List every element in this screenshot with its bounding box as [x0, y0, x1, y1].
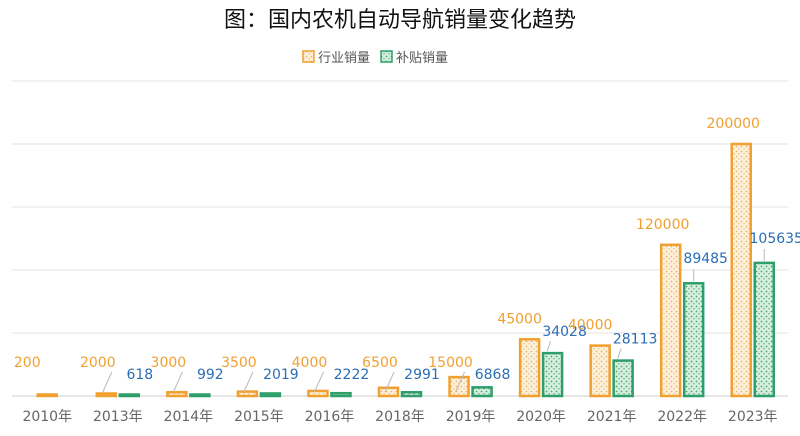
x-axis-ticks: 2010年 2013年 2014年 2015年 2016年 2018年 2019年 2020年…: [22, 409, 777, 425]
label-industry: 45000: [497, 311, 542, 327]
leader-line: [617, 348, 622, 359]
legend-item-industry[interactable]: 行业销量: [302, 50, 370, 66]
x-tick-label: 2021年: [587, 409, 637, 425]
label-subsidy: 2019: [263, 367, 299, 383]
legend-swatch-industry: [302, 50, 315, 63]
x-tick-label: 2015年: [234, 409, 284, 425]
chart-title: 图：国内农机自动导航销量变化趋势: [224, 8, 576, 33]
label-industry: 15000: [428, 355, 473, 371]
bar-industry: [95, 392, 118, 398]
label-industry: 120000: [636, 217, 689, 233]
label-subsidy: 28113: [613, 332, 658, 348]
label-industry: 6500: [362, 355, 398, 371]
label-subsidy: 34028: [542, 324, 587, 340]
label-industry: 2000: [80, 355, 116, 371]
leader-line: [102, 371, 113, 393]
x-tick-label: 2010年: [22, 409, 72, 425]
x-tick-label: 2019年: [446, 409, 496, 425]
x-tick-label: 2023年: [728, 409, 778, 425]
leader-line: [546, 340, 552, 352]
bar-subsidy: [753, 261, 775, 398]
gridlines: [12, 80, 788, 397]
label-subsidy: 105635: [750, 231, 800, 247]
bar-industry: [518, 338, 541, 398]
label-subsidy: 618: [126, 367, 153, 383]
x-tick-label: 2020年: [516, 409, 566, 425]
label-subsidy: 2991: [404, 367, 440, 383]
bar-subsidy: [259, 392, 282, 398]
bar-subsidy: [189, 393, 211, 398]
label-subsidy: 6868: [475, 367, 511, 383]
x-tick-label: 2016年: [305, 409, 355, 425]
label-industry: 3000: [151, 355, 187, 371]
bar-industry: [730, 142, 752, 398]
leader-line: [455, 371, 466, 393]
bar-subsidy: [118, 393, 141, 398]
bar-subsidy: [541, 351, 564, 398]
legend-item-subsidy[interactable]: 补贴销量: [380, 50, 448, 66]
label-subsidy: 89485: [683, 251, 728, 267]
bar-industry: [589, 344, 611, 398]
bar-industry: [36, 393, 59, 398]
leader-line: [243, 371, 254, 393]
bar-industry: [166, 390, 188, 398]
legend: 行业销量 补贴销量: [302, 50, 448, 66]
leader-line: [313, 371, 324, 393]
x-tick-label: 2022年: [657, 409, 707, 425]
legend-label-industry: 行业销量: [318, 51, 370, 66]
x-tick-label: 2018年: [375, 409, 425, 425]
bar-industry: [448, 375, 470, 398]
legend-label-subsidy: 补贴销量: [396, 51, 448, 66]
label-industry: 200: [14, 355, 41, 371]
label-subsidy: 992: [197, 367, 224, 383]
bar-subsidy: [330, 391, 352, 398]
label-industry: 200000: [707, 116, 760, 132]
leader-line: [384, 371, 395, 393]
label-subsidy: 2222: [334, 367, 370, 383]
label-industry: 4000: [292, 355, 328, 371]
bar-subsidy: [682, 281, 705, 398]
bar-subsidy: [612, 359, 634, 398]
leader-line: [172, 371, 183, 393]
bar-subsidy: [400, 390, 423, 398]
label-industry: 3500: [221, 355, 257, 371]
label-industry: 40000: [568, 318, 613, 334]
bar-industry: [307, 389, 329, 398]
bars: [36, 142, 775, 398]
x-tick-label: 2014年: [164, 409, 214, 425]
bar-subsidy: [471, 386, 493, 398]
legend-swatch-subsidy: [380, 50, 393, 63]
bar-industry: [377, 386, 400, 398]
bar-industry: [659, 243, 682, 398]
bar-industry: [236, 390, 259, 398]
x-tick-label: 2013年: [93, 409, 143, 425]
